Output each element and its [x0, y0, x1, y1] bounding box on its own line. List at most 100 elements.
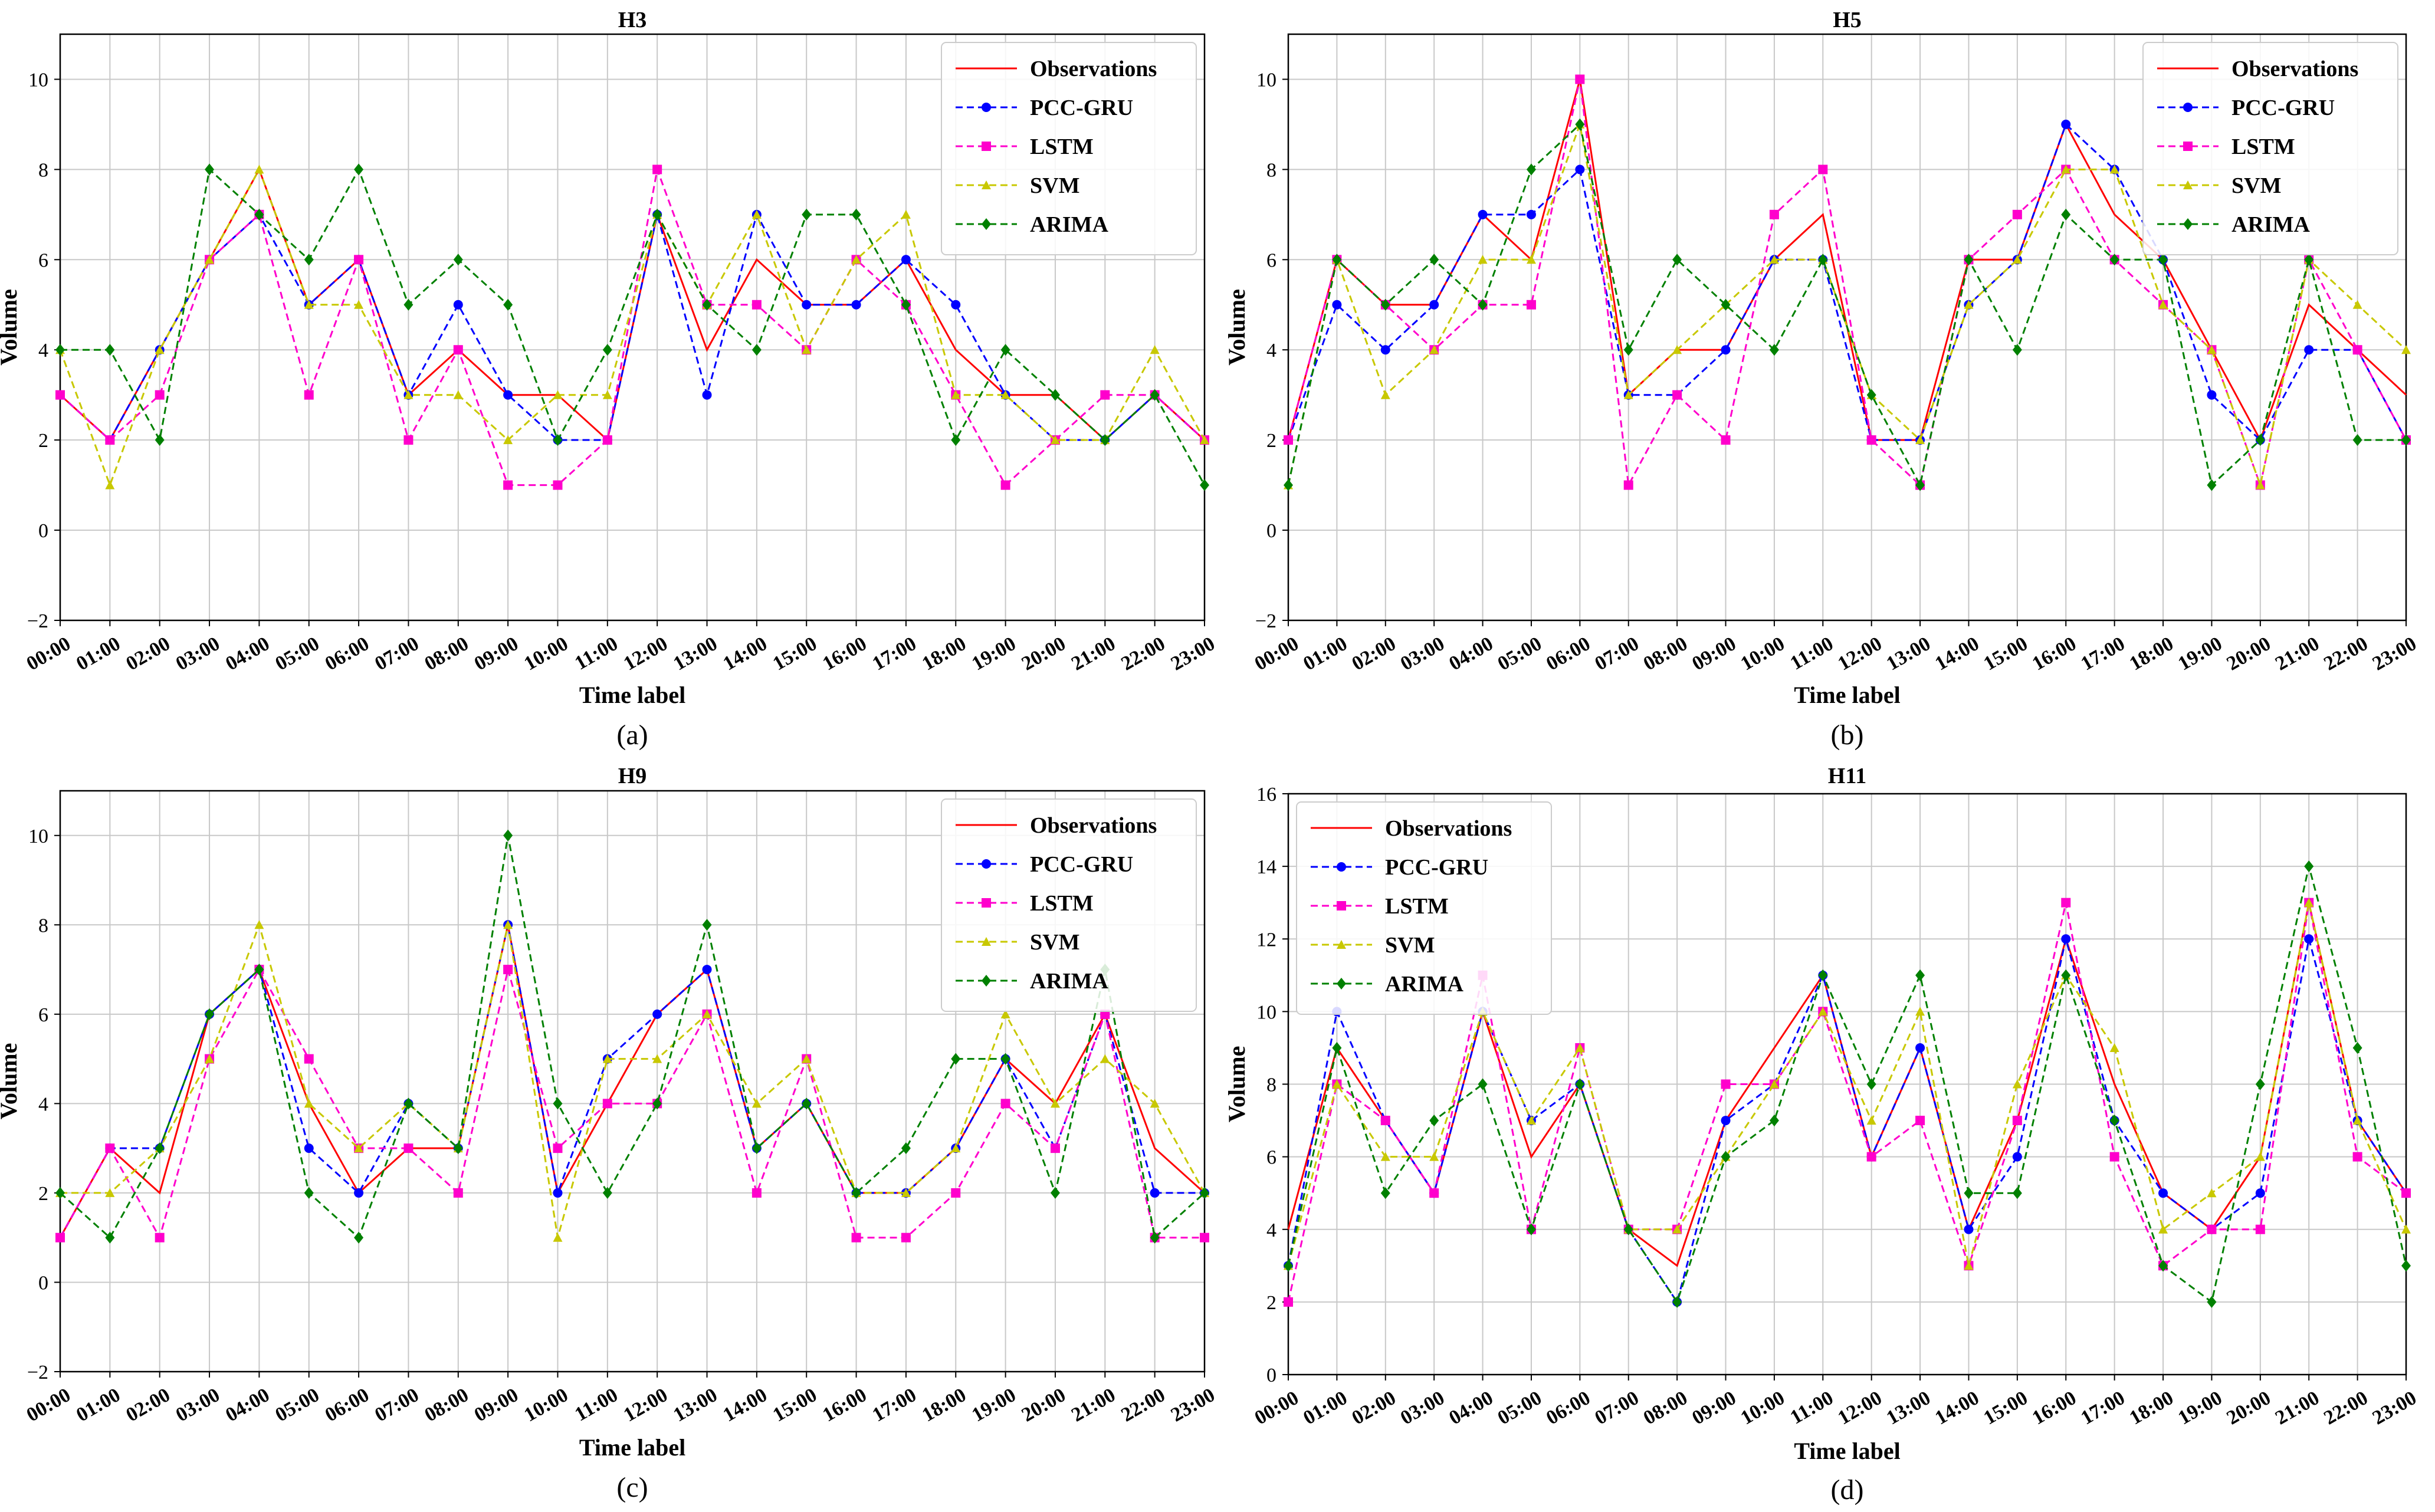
data-point-lstm [553, 480, 563, 490]
y-tick-label: 14 [1256, 856, 1276, 878]
y-tick-label: 8 [38, 915, 48, 936]
x-tick-label: 02:00 [1348, 633, 1400, 675]
data-point-lstm [105, 1143, 115, 1153]
x-tick-label: 21:00 [2272, 1387, 2323, 1429]
series-arima [55, 829, 1209, 1244]
x-tick-label: 12:00 [1834, 1387, 1885, 1429]
data-point-svm [652, 1054, 662, 1063]
y-tick-label: 6 [38, 249, 48, 271]
data-point-lstm [652, 165, 662, 175]
x-tick-label: 18:00 [918, 633, 970, 675]
data-point-arima [254, 208, 264, 221]
data-point-svm [2304, 898, 2314, 907]
x-tick-label: 22:00 [1117, 1384, 1169, 1426]
legend-label: PCC-GRU [1385, 855, 1488, 880]
data-point-arima [2255, 1078, 2265, 1090]
legend-marker [2183, 142, 2193, 151]
data-point-lstm [453, 345, 463, 355]
x-tick-label: 00:00 [23, 633, 74, 675]
x-tick-label: 20:00 [1018, 1384, 1069, 1426]
y-ticks: −2 0 2 4 6 8 10 [27, 69, 60, 632]
data-point-arima [1526, 1223, 1536, 1235]
x-tick-label: 12:00 [620, 633, 671, 675]
y-tick-label: 6 [1266, 1147, 1276, 1169]
x-tick-label: 13:00 [670, 1384, 721, 1426]
data-point-svm [2109, 1043, 2119, 1052]
data-point-arima [1100, 434, 1110, 446]
y-tick-label: 16 [1256, 784, 1276, 806]
data-point-lstm [1000, 1099, 1010, 1109]
x-tick-label: 08:00 [421, 1384, 472, 1426]
x-tick-label: 06:00 [1543, 633, 1594, 675]
series-line-svm [1287, 121, 2407, 489]
data-point-arima [751, 1142, 762, 1155]
data-point-arima [2207, 1296, 2217, 1308]
data-point-arima [105, 1231, 115, 1244]
data-point-arima [1200, 479, 1209, 491]
series-line-pcc-gru [1287, 938, 2407, 1304]
data-point-svm [254, 920, 264, 929]
data-point-svm [205, 255, 215, 264]
y-tick-label: 2 [1266, 1292, 1276, 1314]
data-point-lstm [1818, 165, 1828, 175]
data-point-lstm [901, 1232, 911, 1243]
legend-label: ARIMA [1385, 972, 1464, 997]
data-point-arima [1769, 1115, 1779, 1127]
data-point-arima [1284, 1260, 1293, 1272]
y-tick-label: 2 [1266, 430, 1276, 452]
y-axis-label: Volume [1223, 289, 1250, 366]
x-tick-label: 04:00 [222, 1384, 273, 1426]
x-ticks: 00:0001:0002:0003:0004:0005:0006:0007:00… [23, 620, 1219, 675]
series-line-pcc-gru [59, 924, 1205, 1238]
x-tick-label: 22:00 [1117, 633, 1169, 675]
x-tick-label: 05:00 [272, 633, 323, 675]
x-tick-label: 19:00 [968, 1384, 1019, 1426]
legend: Observations PCC-GRU LSTM SVM ARIMA [941, 798, 1197, 1012]
data-point-arima [2401, 434, 2411, 446]
x-tick-label: 06:00 [321, 1384, 373, 1426]
x-tick-label: 09:00 [1688, 1387, 1740, 1429]
x-tick-label: 05:00 [272, 1384, 323, 1426]
data-point-svm [553, 390, 563, 399]
legend-marker [982, 103, 991, 112]
x-tick-label: 17:00 [869, 1384, 920, 1426]
legend-label: Observations [1030, 813, 1157, 838]
y-tick-label: 10 [1256, 1001, 1276, 1023]
data-point-lstm [2352, 1152, 2362, 1162]
data-point-lstm [602, 1099, 612, 1109]
data-point-lstm [55, 1232, 65, 1243]
series-line-arima [60, 167, 1206, 486]
data-point-svm [602, 390, 612, 399]
data-point-arima [1623, 344, 1633, 356]
legend-box [941, 798, 1197, 1012]
data-point-arima [1866, 389, 1876, 401]
data-point-arima [503, 829, 513, 842]
y-ticks: −2 0 2 4 6 8 10 [1255, 69, 1288, 632]
data-point-pcc-gru [851, 300, 861, 310]
x-tick-label: 04:00 [1445, 633, 1497, 675]
chart-title: H9 [618, 764, 647, 788]
data-point-arima [1332, 1041, 1342, 1054]
data-point-svm [1150, 1099, 1160, 1108]
data-point-svm [1429, 345, 1439, 354]
panel-caption: (d) [1831, 1474, 1864, 1506]
y-tick-label: 0 [38, 520, 48, 542]
chart-title: H3 [618, 8, 647, 32]
x-tick-label: 07:00 [1591, 633, 1643, 675]
chart-panel-h3: −2024681000:0001:0002:0003:0004:0005:000… [0, 8, 1219, 751]
x-tick-label: 01:00 [1299, 1387, 1351, 1429]
legend-marker [1337, 862, 1346, 872]
data-point-svm [951, 390, 961, 399]
x-axis-label: Time label [1794, 1438, 1900, 1464]
data-point-lstm [1769, 209, 1779, 219]
data-point-svm [1150, 345, 1160, 354]
series-svm [55, 165, 1209, 489]
data-point-pcc-gru [2012, 1152, 2022, 1162]
data-point-lstm [304, 390, 314, 400]
x-tick-label: 15:00 [769, 1384, 821, 1426]
data-point-svm [105, 1188, 115, 1197]
chart-panel-h9: −2024681000:0001:0002:0003:0004:0005:000… [0, 764, 1219, 1503]
x-tick-label: 10:00 [520, 633, 572, 675]
x-tick-label: 23:00 [1167, 1384, 1219, 1426]
data-point-lstm [1284, 435, 1293, 445]
